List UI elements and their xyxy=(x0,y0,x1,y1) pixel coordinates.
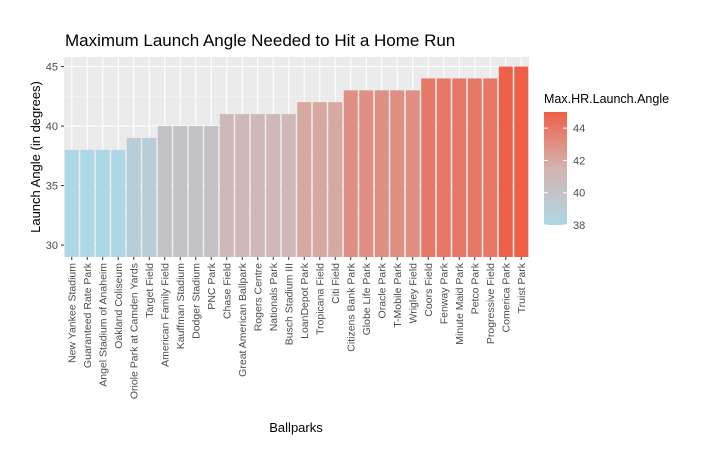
y-tick-label: 30 xyxy=(46,240,58,252)
x-tick-label: T-Mobile Park xyxy=(392,262,404,328)
bar xyxy=(204,126,219,257)
x-tick-label: Oracle Park xyxy=(376,262,388,318)
x-tick-label: Angel Stadium of Anaheim xyxy=(97,263,109,387)
x-tick-label: Oriole Park at Camden Yards xyxy=(128,263,140,399)
y-tick-label: 40 xyxy=(46,121,58,133)
y-axis-title: Launch Angle (in degrees) xyxy=(28,81,43,233)
x-tick-label: Oakland Coliseum xyxy=(113,263,125,349)
y-tick-label: 45 xyxy=(46,62,58,74)
y-tick-label: 35 xyxy=(46,181,58,193)
x-tick-label: Globe Life Park xyxy=(361,262,373,335)
bar xyxy=(173,126,188,257)
bar xyxy=(281,114,296,258)
x-tick-label: PNC Park xyxy=(206,262,218,309)
x-tick-label: American Family Field xyxy=(159,263,171,367)
x-tick-label: Great American Ballpark xyxy=(237,262,249,377)
bar xyxy=(266,114,281,258)
bar xyxy=(126,137,141,257)
x-tick-label: Tropicana Field xyxy=(314,263,326,335)
x-tick-label: Fenway Park xyxy=(438,262,450,324)
x-axis-title: Ballparks xyxy=(269,420,323,435)
x-tick-label: Citi Field xyxy=(330,263,342,304)
bar xyxy=(514,66,529,258)
bar xyxy=(421,78,436,257)
y-axis-ticks: 30 35 40 45 xyxy=(46,62,64,252)
x-tick-label: LoanDepot Park xyxy=(299,262,311,339)
legend: Max.HR.Launch.Angle 38 40 42 44 xyxy=(544,92,669,232)
legend-tick-label: 42 xyxy=(573,155,585,167)
bar xyxy=(297,102,312,257)
bar xyxy=(312,102,327,257)
bar xyxy=(64,149,79,257)
bar xyxy=(343,90,358,257)
x-tick-label: Coors Field xyxy=(423,263,435,317)
bar xyxy=(483,78,498,257)
x-tick-label: Wrigley Field xyxy=(407,263,419,324)
x-tick-label: Minute Maid Park xyxy=(454,262,466,344)
x-tick-label: Citizens Bank Park xyxy=(345,262,357,351)
x-tick-label: Busch Stadium III xyxy=(283,263,295,345)
x-tick-label: Comerica Park xyxy=(500,262,512,332)
x-tick-label: Progressive Field xyxy=(485,263,497,344)
plot-panel xyxy=(64,57,529,257)
legend-ticks: 38 40 42 44 xyxy=(544,123,585,232)
legend-tick-label: 40 xyxy=(573,188,585,200)
legend-colorbar xyxy=(544,112,567,225)
bar xyxy=(405,90,420,257)
bar xyxy=(219,114,234,258)
bar xyxy=(111,149,126,257)
bar xyxy=(498,66,513,258)
x-tick-label: Chase Field xyxy=(221,263,233,319)
bar xyxy=(328,102,343,257)
bar xyxy=(142,137,157,257)
x-tick-label: Truist Park xyxy=(516,262,528,313)
bar xyxy=(80,149,95,257)
x-tick-label: Rogers Centre xyxy=(252,263,264,331)
bar xyxy=(250,114,265,258)
bar xyxy=(157,126,172,257)
x-tick-label: Target Field xyxy=(144,263,156,318)
bar xyxy=(188,126,203,257)
bar xyxy=(390,90,405,257)
bar xyxy=(452,78,467,257)
bar xyxy=(467,78,482,257)
legend-tick-label: 38 xyxy=(573,220,585,232)
x-axis-ticks: New Yankee Stadium Guaranteed Rate Park An… xyxy=(66,257,528,399)
x-tick-label: Nationals Park xyxy=(268,262,280,331)
bar xyxy=(359,90,374,257)
bars xyxy=(64,66,529,258)
x-tick-label: Kauffman Stadium xyxy=(175,263,187,349)
x-tick-label: New Yankee Stadium xyxy=(66,263,78,363)
bar xyxy=(374,90,389,257)
bar xyxy=(235,114,250,258)
x-tick-label: Guaranteed Rate Park xyxy=(82,262,94,368)
legend-title: Max.HR.Launch.Angle xyxy=(544,92,669,106)
legend-tick-label: 44 xyxy=(573,123,585,135)
x-tick-label: Dodger Stadium xyxy=(190,263,202,339)
chart-title: Maximum Launch Angle Needed to Hit a Hom… xyxy=(65,31,455,50)
bar xyxy=(95,149,110,257)
bar xyxy=(436,78,451,257)
x-tick-label: Petco Park xyxy=(469,262,481,314)
